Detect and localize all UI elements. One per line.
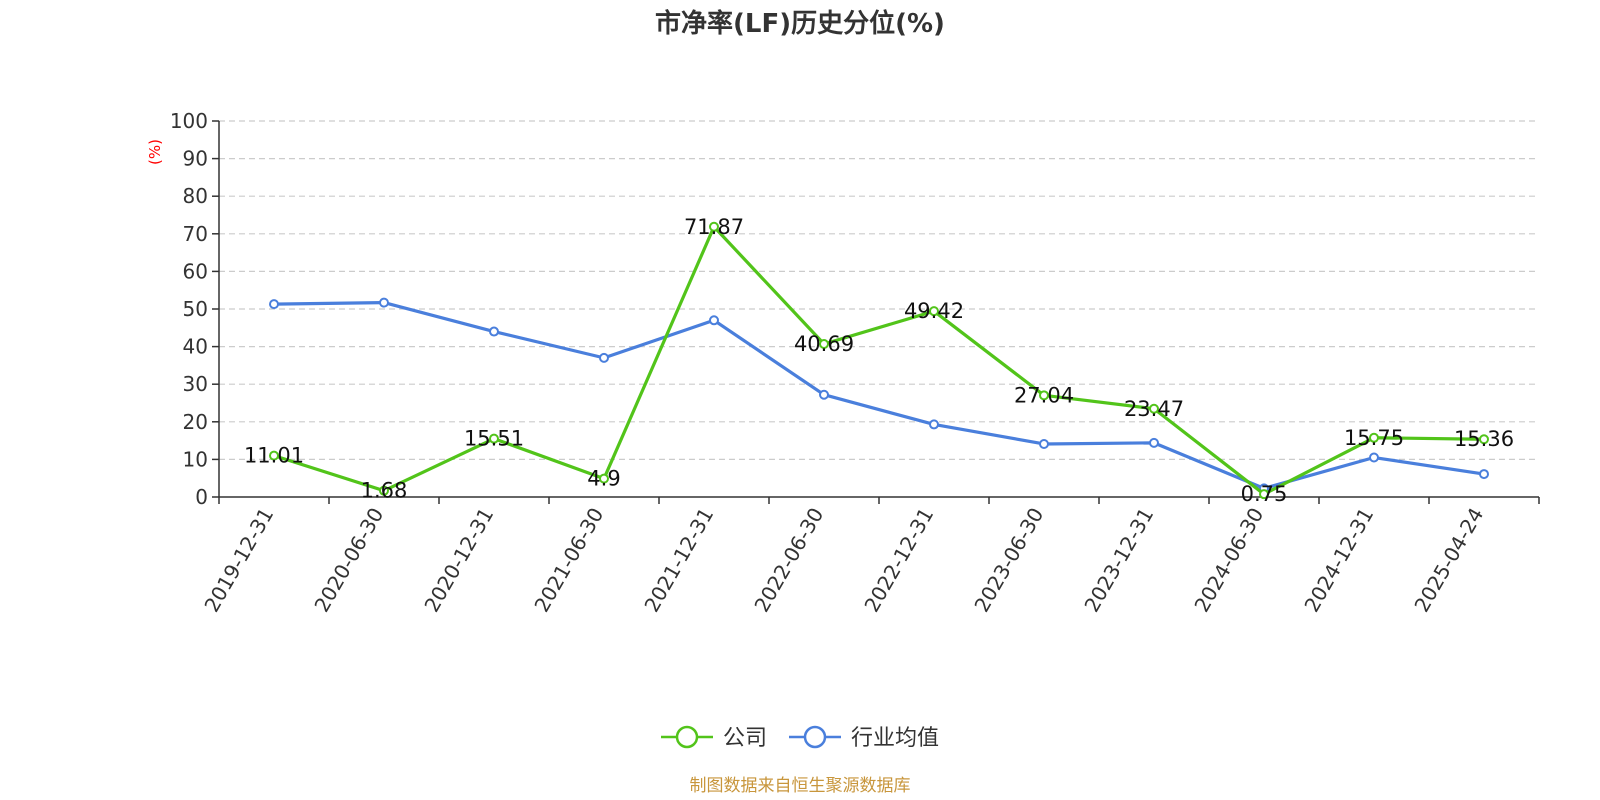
grid-layer <box>219 120 1539 460</box>
data-label: 27.04 <box>1014 383 1074 407</box>
legend-item[interactable]: 公司 <box>661 725 767 751</box>
y-tick-label: 100 <box>170 109 208 133</box>
x-tick-label: 2024-06-30 <box>1189 504 1268 617</box>
data-point[interactable] <box>929 306 939 317</box>
data-point[interactable] <box>1369 432 1379 443</box>
data-point[interactable] <box>1149 437 1159 448</box>
data-label: 49.42 <box>904 299 964 323</box>
data-point[interactable] <box>1039 390 1049 401</box>
x-tick-label: 2022-06-30 <box>749 504 828 617</box>
source-note: 制图数据来自恒生聚源数据库 <box>690 776 911 796</box>
data-point[interactable] <box>599 352 609 363</box>
data-point[interactable] <box>1039 438 1049 449</box>
data-point[interactable] <box>379 297 389 308</box>
data-point[interactable] <box>1479 469 1489 480</box>
x-tick-label: 2020-06-30 <box>309 504 388 617</box>
series-line <box>273 225 1485 496</box>
data-point[interactable] <box>489 433 499 444</box>
x-tick-label: 2025-04-24 <box>1409 504 1488 617</box>
x-tick-label: 2023-12-31 <box>1079 504 1158 617</box>
series-line <box>273 301 1485 490</box>
data-label: 1.68 <box>361 479 408 503</box>
data-label: 40.69 <box>794 332 854 356</box>
y-tick-label: 10 <box>183 447 208 471</box>
y-tick-label: 80 <box>183 184 208 208</box>
y-tick-label: 30 <box>183 372 208 396</box>
series-layer <box>269 221 1489 500</box>
data-point[interactable] <box>819 389 829 400</box>
legend-circle-icon <box>675 725 699 749</box>
x-tick-label: 2020-12-31 <box>419 504 498 617</box>
legend-item[interactable]: 行业均值 <box>789 725 939 751</box>
legend[interactable]: 公司 行业均值 <box>661 725 939 751</box>
data-point[interactable] <box>709 221 719 232</box>
axis-layer: 0 10 20 30 40 50 60 70 80 90 100 2019-12-31 2020-06-… <box>170 109 1540 617</box>
x-tick-label: 2021-12-31 <box>639 504 718 617</box>
data-point[interactable] <box>379 485 389 496</box>
data-point[interactable] <box>1369 452 1379 463</box>
x-tick-label: 2024-12-31 <box>1299 504 1378 617</box>
data-point[interactable] <box>1149 403 1159 414</box>
y-tick-label: 70 <box>183 222 208 246</box>
x-tick-label: 2019-12-31 <box>199 504 278 617</box>
data-label: 0.75 <box>1241 482 1288 506</box>
data-label: 15.75 <box>1344 426 1404 450</box>
data-point[interactable] <box>1259 489 1269 500</box>
data-label: 11.01 <box>244 444 304 468</box>
data-point[interactable] <box>929 419 939 430</box>
x-tick-label: 2021-06-30 <box>529 504 608 617</box>
y-tick-label: 20 <box>183 410 208 434</box>
data-point[interactable] <box>269 299 279 310</box>
data-label-layer: 11.01 1.68 15.51 4.9 71.87 40.69 49.42 27.04 23.… <box>244 215 1514 506</box>
data-point[interactable] <box>819 339 829 350</box>
y-tick-label: 50 <box>183 297 208 321</box>
x-tick-label: 2023-06-30 <box>969 504 1048 617</box>
legend-label: 行业均值 <box>851 726 939 751</box>
y-axis-unit: (%) <box>146 139 164 165</box>
y-tick-label: 0 <box>195 485 208 509</box>
data-point[interactable] <box>1479 434 1489 445</box>
data-label: 23.47 <box>1124 397 1184 421</box>
data-label: 4.9 <box>587 467 620 491</box>
data-point[interactable] <box>269 450 279 461</box>
legend-label: 公司 <box>723 726 767 751</box>
y-tick-label: 40 <box>183 335 208 359</box>
legend-circle-icon <box>803 725 827 749</box>
data-point[interactable] <box>489 326 499 337</box>
chart-title: 市净率(LF)历史分位(%) <box>655 8 945 39</box>
data-label: 15.51 <box>464 427 524 451</box>
y-tick-label: 90 <box>183 147 208 171</box>
x-tick-label: 2022-12-31 <box>859 504 938 617</box>
data-point[interactable] <box>599 473 609 484</box>
data-label: 15.36 <box>1454 427 1514 451</box>
y-tick-label: 60 <box>183 259 208 283</box>
data-label: 71.87 <box>684 215 744 239</box>
data-point[interactable] <box>709 315 719 326</box>
